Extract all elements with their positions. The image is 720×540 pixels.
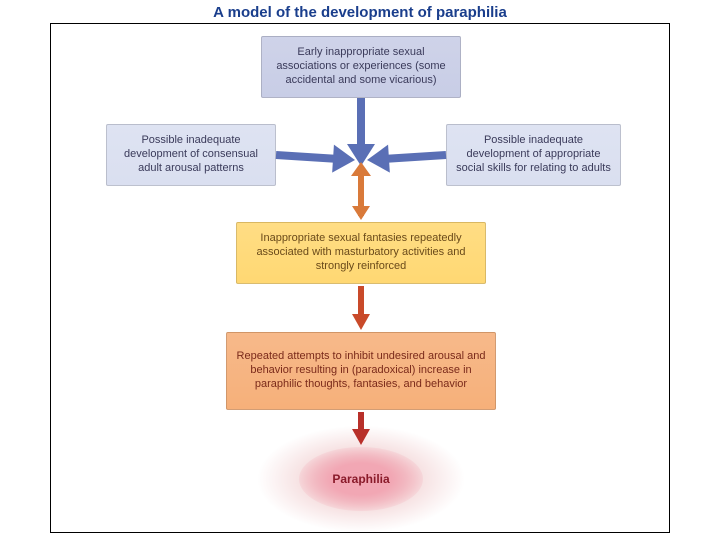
- page-title: A model of the development of paraphilia: [0, 0, 720, 23]
- node-text: Inappropriate sexual fantasies repeatedl…: [245, 232, 477, 273]
- node-paradoxical-increase: Repeated attempts to inhibit undesired a…: [226, 332, 496, 410]
- title-text: A model of the development of paraphilia: [213, 4, 507, 21]
- node-fantasies-reinforced: Inappropriate sexual fantasies repeatedl…: [236, 222, 486, 284]
- node-text: Paraphilia: [332, 472, 389, 486]
- diagram-frame: Early inappropriate sexual associations …: [50, 23, 670, 533]
- node-inadequate-arousal: Possible inadequate development of conse…: [106, 124, 276, 186]
- node-text: Early inappropriate sexual associations …: [270, 46, 452, 87]
- node-text: Possible inadequate development of conse…: [115, 134, 267, 175]
- node-text: Repeated attempts to inhibit undesired a…: [235, 350, 487, 391]
- node-early-associations: Early inappropriate sexual associations …: [261, 36, 461, 98]
- node-inadequate-social: Possible inadequate development of appro…: [446, 124, 621, 186]
- node-paraphilia: Paraphilia: [299, 447, 423, 511]
- node-text: Possible inadequate development of appro…: [455, 134, 612, 175]
